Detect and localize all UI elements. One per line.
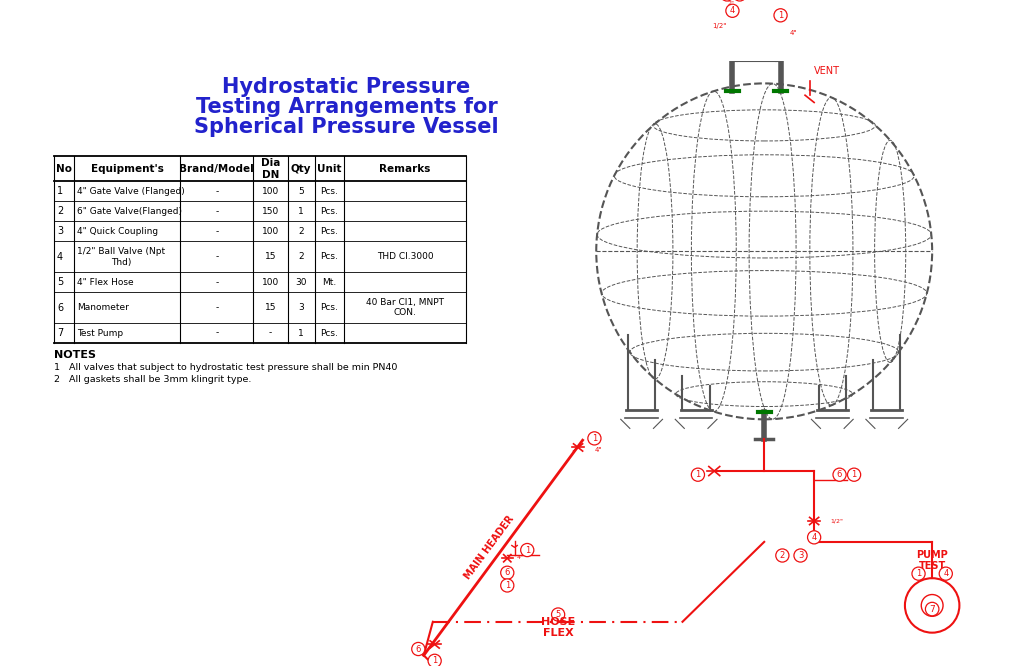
Text: 1   All valves that subject to hydrostatic test pressure shall be min PN40: 1 All valves that subject to hydrostatic… bbox=[54, 363, 397, 372]
Text: 4": 4" bbox=[516, 555, 523, 560]
Text: Qty: Qty bbox=[290, 164, 311, 174]
Text: 1: 1 bbox=[695, 470, 700, 480]
Text: 7: 7 bbox=[928, 605, 934, 613]
Text: 2": 2" bbox=[727, 1, 734, 7]
Text: NOTES: NOTES bbox=[54, 350, 96, 360]
Text: Spherical Pressure Vessel: Spherical Pressure Vessel bbox=[194, 117, 498, 137]
Text: -: - bbox=[215, 303, 218, 312]
Text: 1/2": 1/2" bbox=[829, 519, 843, 524]
Text: Pcs.: Pcs. bbox=[320, 328, 338, 338]
Text: MAIN HEADER: MAIN HEADER bbox=[463, 514, 516, 581]
Text: 2   All gaskets shall be 3mm klingrit type.: 2 All gaskets shall be 3mm klingrit type… bbox=[54, 375, 252, 384]
Text: PUMP: PUMP bbox=[915, 550, 947, 560]
Text: 6: 6 bbox=[57, 302, 63, 312]
Text: 4: 4 bbox=[57, 252, 63, 262]
Text: 6: 6 bbox=[836, 470, 842, 480]
Text: 2: 2 bbox=[299, 227, 304, 236]
Text: Pcs.: Pcs. bbox=[320, 187, 338, 196]
Text: VENT: VENT bbox=[813, 67, 840, 77]
Text: 2: 2 bbox=[779, 551, 785, 560]
Text: -: - bbox=[215, 328, 218, 338]
Text: Pcs.: Pcs. bbox=[320, 303, 338, 312]
Text: Pcs.: Pcs. bbox=[320, 227, 338, 236]
Text: 7: 7 bbox=[57, 328, 63, 338]
Text: HOSE: HOSE bbox=[540, 617, 575, 627]
Text: 1: 1 bbox=[915, 569, 920, 578]
Text: 1: 1 bbox=[524, 545, 529, 555]
Text: Dia
DN: Dia DN bbox=[261, 158, 280, 180]
Text: 3: 3 bbox=[797, 551, 802, 560]
Text: 2: 2 bbox=[57, 206, 63, 216]
Text: No: No bbox=[56, 164, 72, 174]
Text: TEST: TEST bbox=[918, 561, 945, 571]
Text: 2: 2 bbox=[299, 252, 304, 261]
Text: 1: 1 bbox=[504, 581, 510, 590]
Text: 4" Gate Valve (Flanged): 4" Gate Valve (Flanged) bbox=[76, 187, 184, 196]
Text: 1: 1 bbox=[298, 328, 304, 338]
Text: 6: 6 bbox=[504, 568, 510, 577]
Text: 6: 6 bbox=[415, 645, 421, 653]
Text: 1: 1 bbox=[777, 11, 783, 20]
Text: Equipment's: Equipment's bbox=[91, 164, 164, 174]
Text: Unit: Unit bbox=[317, 164, 341, 174]
Text: 4": 4" bbox=[594, 447, 601, 453]
Text: 1/2": 1/2" bbox=[712, 23, 727, 29]
Text: Mt.: Mt. bbox=[322, 278, 336, 287]
Text: 4": 4" bbox=[789, 30, 796, 36]
Text: Hydrostatic Pressure: Hydrostatic Pressure bbox=[222, 77, 470, 97]
Text: 1: 1 bbox=[591, 434, 596, 443]
Text: 3: 3 bbox=[298, 303, 304, 312]
Text: 30: 30 bbox=[296, 278, 307, 287]
Text: Manometer: Manometer bbox=[76, 303, 128, 312]
Text: Test Pump: Test Pump bbox=[76, 328, 123, 338]
Text: -: - bbox=[215, 227, 218, 236]
Text: -: - bbox=[268, 328, 272, 338]
Text: 1: 1 bbox=[432, 656, 437, 665]
Text: -: - bbox=[215, 207, 218, 216]
Text: FLEX: FLEX bbox=[542, 628, 573, 638]
Text: 4" Flex Hose: 4" Flex Hose bbox=[76, 278, 133, 287]
Text: 1: 1 bbox=[298, 207, 304, 216]
Text: 15: 15 bbox=[264, 252, 276, 261]
Text: -: - bbox=[215, 187, 218, 196]
Text: 150: 150 bbox=[262, 207, 278, 216]
Text: 5: 5 bbox=[57, 277, 63, 287]
Text: 40 Bar Cl1, MNPT
CON.: 40 Bar Cl1, MNPT CON. bbox=[366, 298, 443, 318]
Text: 1: 1 bbox=[851, 470, 856, 480]
Text: 3: 3 bbox=[57, 226, 63, 236]
Text: 4" Quick Coupling: 4" Quick Coupling bbox=[76, 227, 158, 236]
Text: 1: 1 bbox=[57, 186, 63, 196]
Text: -: - bbox=[215, 252, 218, 261]
Text: 100: 100 bbox=[262, 187, 278, 196]
Text: 15: 15 bbox=[264, 303, 276, 312]
Text: -: - bbox=[215, 278, 218, 287]
Text: 4: 4 bbox=[943, 569, 948, 578]
Text: 100: 100 bbox=[262, 278, 278, 287]
Text: 4: 4 bbox=[811, 533, 816, 542]
Text: Remarks: Remarks bbox=[379, 164, 430, 174]
Text: 5: 5 bbox=[298, 187, 304, 196]
Text: 4: 4 bbox=[729, 6, 735, 15]
Text: Testing Arrangements for: Testing Arrangements for bbox=[196, 97, 497, 117]
Text: THD Cl.3000: THD Cl.3000 bbox=[376, 252, 433, 261]
Text: Pcs.: Pcs. bbox=[320, 207, 338, 216]
Text: Pcs.: Pcs. bbox=[320, 252, 338, 261]
Text: Brand/Model: Brand/Model bbox=[179, 164, 254, 174]
Text: 1/2" Ball Valve (Npt
Thd): 1/2" Ball Valve (Npt Thd) bbox=[76, 247, 165, 266]
Text: 100: 100 bbox=[262, 227, 278, 236]
Text: 6" Gate Valve(Flanged): 6" Gate Valve(Flanged) bbox=[76, 207, 181, 216]
Text: 5: 5 bbox=[555, 610, 560, 619]
